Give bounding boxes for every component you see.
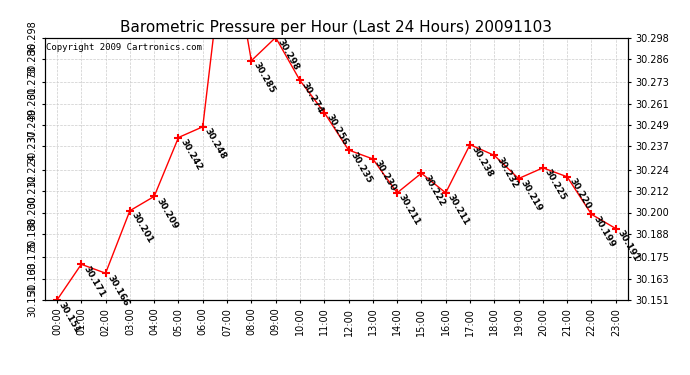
Text: 30.274: 30.274 [300,80,325,115]
Text: 30.171: 30.171 [81,264,106,299]
Text: 30.256: 30.256 [324,112,349,147]
Text: 30.166: 30.166 [106,273,130,308]
Text: 30.201: 30.201 [130,211,155,245]
Text: Copyright 2009 Cartronics.com: Copyright 2009 Cartronics.com [46,43,202,52]
Text: 30.225: 30.225 [543,168,568,202]
Text: 30.191: 30.191 [615,229,641,263]
Text: 30.238: 30.238 [470,145,495,179]
Text: 30.285: 30.285 [251,61,277,95]
Text: 30.199: 30.199 [591,214,617,249]
Text: 30.298: 30.298 [275,38,301,72]
Text: 30.363: 30.363 [0,374,1,375]
Text: 30.211: 30.211 [446,193,471,227]
Text: 30.151: 30.151 [57,300,82,334]
Text: 30.235: 30.235 [348,150,373,184]
Text: 30.242: 30.242 [179,138,204,172]
Text: 30.211: 30.211 [397,193,422,227]
Text: 30.220: 30.220 [567,177,592,211]
Text: 30.222: 30.222 [422,173,446,208]
Text: 30.230: 30.230 [373,159,398,193]
Text: 30.248: 30.248 [203,127,228,161]
Text: 30.219: 30.219 [519,178,544,213]
Title: Barometric Pressure per Hour (Last 24 Hours) 20091103: Barometric Pressure per Hour (Last 24 Ho… [120,20,553,35]
Text: 30.209: 30.209 [154,196,179,231]
Text: 30.232: 30.232 [494,155,520,190]
